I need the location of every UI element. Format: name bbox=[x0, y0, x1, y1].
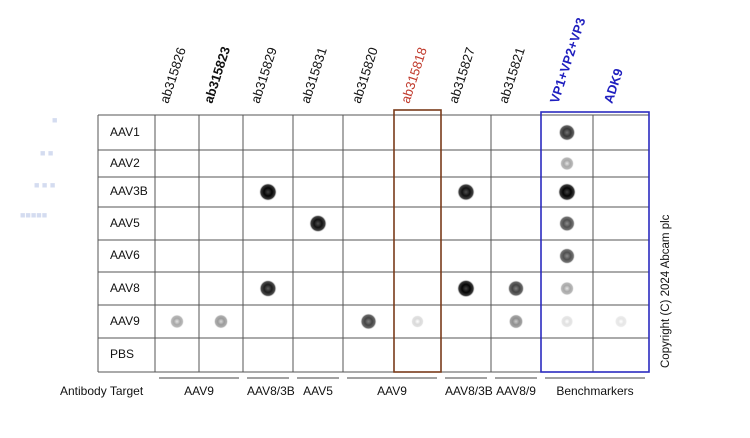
blot-spot bbox=[558, 247, 576, 265]
row-label: AAV6 bbox=[110, 248, 140, 262]
blot-spot bbox=[558, 183, 576, 201]
row-label: AAV1 bbox=[110, 124, 140, 139]
blot-spot bbox=[558, 215, 576, 232]
blot-spot bbox=[259, 183, 277, 201]
row-label: AAV2 bbox=[110, 155, 140, 170]
blot-spot bbox=[457, 183, 475, 201]
group-label: AAV9 bbox=[184, 384, 214, 398]
blot-spot bbox=[614, 315, 628, 328]
row-label: AAV5 bbox=[110, 215, 140, 230]
decorative-dot: ■ bbox=[52, 115, 58, 125]
blot-spot bbox=[411, 315, 424, 328]
group-label: AAV8/3B bbox=[247, 384, 295, 398]
group-label: AAV5 bbox=[303, 384, 333, 398]
highlight-box-red bbox=[393, 109, 442, 373]
blot-spot bbox=[169, 314, 185, 329]
blot-spot bbox=[309, 214, 327, 233]
group-label: AAV8/3B bbox=[445, 384, 493, 398]
group-label: Benchmarkers bbox=[556, 384, 634, 398]
row-label: PBS bbox=[110, 347, 135, 361]
copyright-text: Copyright (C) 2024 Abcam plc bbox=[660, 214, 672, 368]
blot-spot bbox=[259, 279, 277, 298]
group-label: AAV8/9 bbox=[496, 384, 536, 398]
decorative-dot: ■ ■ ■ bbox=[34, 180, 56, 190]
decorative-dot: ■ ■ bbox=[40, 148, 54, 158]
row-label: AAV3B bbox=[110, 184, 148, 198]
highlight-box-blue bbox=[540, 111, 650, 373]
row-label: AAV9 bbox=[110, 313, 140, 328]
group-label: AAV9 bbox=[377, 384, 407, 398]
blot-spot bbox=[213, 314, 229, 329]
blot-spot bbox=[559, 156, 575, 171]
blot-spot bbox=[560, 315, 574, 328]
row-label: AAV8 bbox=[110, 280, 140, 295]
blot-spot bbox=[507, 280, 525, 297]
row-header: Antibody Target bbox=[60, 384, 144, 398]
blot-spot bbox=[559, 281, 575, 296]
blot-spot bbox=[360, 313, 377, 330]
blot-spot bbox=[558, 124, 576, 141]
decorative-dot: ■■■■■ bbox=[20, 210, 48, 220]
blot-spot bbox=[508, 314, 524, 329]
blot-spot bbox=[457, 279, 475, 298]
